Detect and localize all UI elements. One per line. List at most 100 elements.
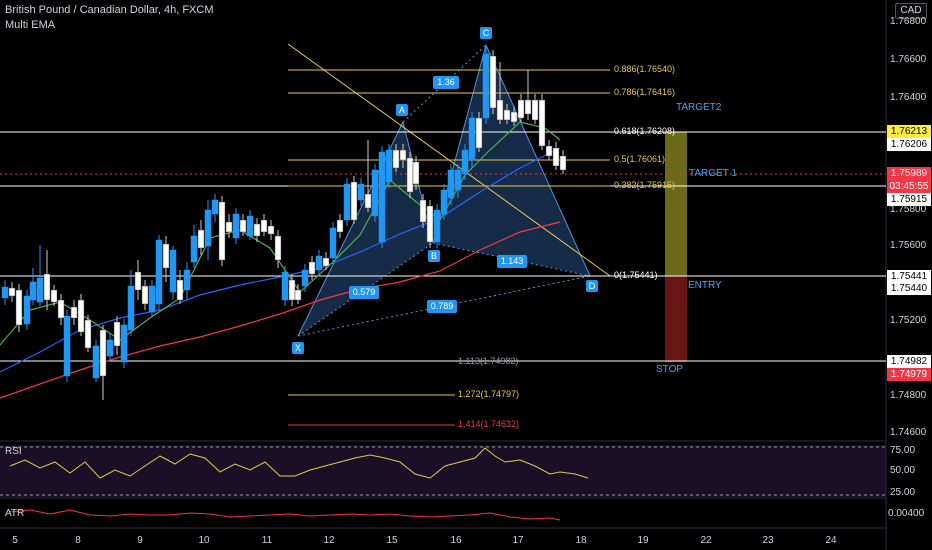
currency-button[interactable]: CAD: [895, 3, 927, 19]
candle-body: [517, 99, 525, 119]
candle-body: [197, 229, 205, 249]
candle-body: [253, 223, 261, 237]
candle-body: [503, 109, 511, 121]
time-tick: 5: [12, 535, 18, 546]
candle-body: [148, 285, 156, 313]
candle-body: [447, 169, 455, 199]
candle-body: [552, 147, 560, 167]
candle-body: [454, 169, 462, 191]
rsi-line: [9, 447, 589, 479]
candle-body: [169, 249, 177, 293]
stop-label: STOP: [656, 364, 684, 375]
pattern-point-c[interactable]: C: [480, 27, 492, 39]
candle-body: [336, 219, 344, 233]
pattern-point-d[interactable]: D: [586, 280, 598, 292]
candle-body: [468, 117, 476, 161]
fib-level-label: 0.886(1.76540): [614, 64, 676, 74]
candle-body: [482, 53, 490, 119]
rsi-tick-50: 50.00: [890, 465, 916, 476]
price-tick: 1.74800: [890, 390, 927, 401]
candle-body: [155, 239, 163, 305]
candle-body: [57, 299, 65, 319]
candle-body: [204, 209, 212, 247]
candle-body: [288, 279, 296, 301]
candle-body: [406, 157, 414, 193]
rsi-tick-25: 25.00: [890, 487, 916, 498]
atr-line: [9, 509, 561, 521]
ema-blue: [0, 147, 561, 373]
candle-body: [433, 209, 441, 243]
fib-level-label: 0.786(1.76416): [614, 87, 676, 97]
candle-body: [134, 271, 142, 291]
candle-body: [84, 319, 92, 349]
pattern-point-x[interactable]: X: [292, 342, 304, 354]
candle-body: [510, 111, 518, 123]
candle-body: [43, 273, 51, 301]
atr-pane: [0, 500, 886, 528]
price-tick: 1.75800: [890, 204, 927, 215]
candle-body: [106, 339, 114, 357]
entry-label: ENTRY: [688, 280, 722, 291]
fib-level-label: 0(1.75441): [614, 270, 658, 280]
symbol-title: British Pound / Canadian Dollar, 4h, FXC…: [5, 4, 214, 16]
candle-body: [378, 151, 386, 243]
price-tick: 1.76400: [890, 92, 927, 103]
candle-body: [343, 183, 351, 221]
rsi-tick-75: 75.00: [890, 445, 916, 456]
candle-body: [211, 199, 219, 215]
candle-body: [315, 255, 323, 271]
time-tick: 8: [75, 535, 81, 546]
price-tick: 1.76800: [890, 16, 927, 27]
candle-body: [239, 219, 247, 233]
candle-body: [475, 117, 483, 149]
price-tag: 1.75989: [887, 167, 931, 180]
atr-label: ATR: [5, 508, 25, 519]
candle-body: [36, 277, 44, 303]
candle-body: [99, 329, 107, 377]
fib-level-label: 1.272(1.74797): [458, 389, 520, 399]
time-tick: 24: [825, 535, 837, 546]
pattern-point-b[interactable]: B: [428, 250, 440, 262]
price-tag: 1.75440: [887, 282, 931, 295]
candle-body: [545, 145, 553, 157]
ratio-label: 1.36: [433, 76, 459, 89]
candle-body: [141, 285, 149, 305]
candle-body: [294, 289, 302, 301]
fib-level-label: 0.382(1.75915): [614, 180, 676, 190]
candle-body: [267, 225, 275, 235]
candle-body: [70, 306, 78, 319]
candle-body: [461, 149, 469, 175]
candle-body: [190, 235, 198, 263]
candle-body: [322, 257, 330, 267]
candle-body: [281, 271, 289, 301]
candle-body: [50, 289, 58, 303]
time-tick: 12: [323, 535, 335, 546]
price-tag: 1.75441: [887, 270, 931, 283]
candle-body: [92, 345, 100, 379]
candle-body: [183, 269, 191, 291]
time-tick: 16: [450, 535, 462, 546]
candle-body: [1, 286, 9, 299]
price-tag: 1.74982: [887, 355, 931, 368]
price-tag: 03:45:55: [887, 180, 931, 193]
candle-body: [127, 285, 135, 331]
candle-body: [225, 221, 233, 233]
candle-body: [29, 281, 37, 301]
candle-body: [162, 243, 170, 269]
candle-body: [426, 205, 434, 243]
candle-body: [419, 199, 427, 223]
ratio-label: 1.143: [497, 255, 527, 268]
candle-body: [113, 321, 121, 347]
candle-body: [8, 287, 16, 297]
price-tick: 1.75200: [890, 315, 927, 326]
candle-body: [246, 215, 254, 237]
candle-body: [412, 161, 420, 185]
candle-body: [364, 193, 372, 209]
rsi-band: [0, 445, 886, 497]
price-tag: 1.76206: [887, 138, 931, 151]
price-tag: 1.75915: [887, 193, 931, 206]
pattern-point-a[interactable]: A: [396, 104, 408, 116]
target1-label: TARGET 1: [689, 168, 737, 179]
candle-body: [329, 227, 337, 259]
